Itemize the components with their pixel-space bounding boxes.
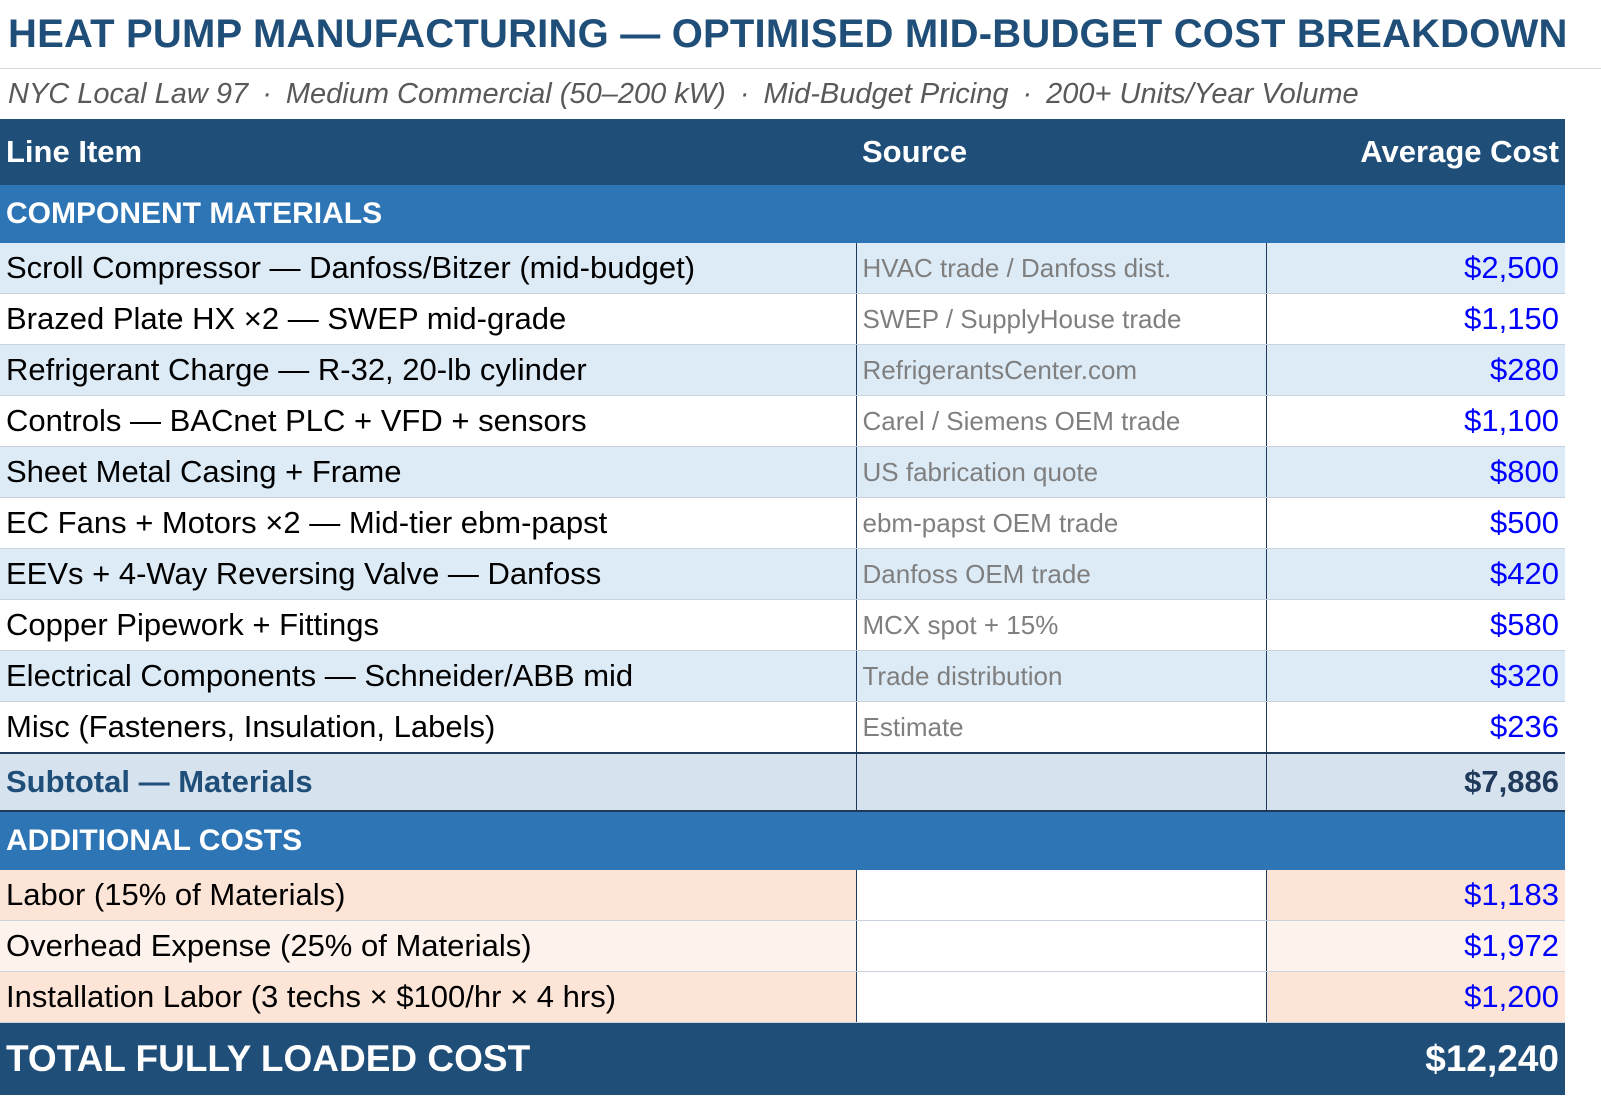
table-row[interactable]: Scroll Compressor — Danfoss/Bitzer (mid-… [0,243,1565,294]
source-cell[interactable] [855,971,1267,1023]
section-label: COMPONENT MATERIALS [0,185,1565,243]
source-cell[interactable]: HVAC trade / Danfoss dist. [855,243,1267,294]
table-row[interactable]: Installation Labor (3 techs × $100/hr × … [0,971,1565,1023]
table-row[interactable]: EC Fans + Motors ×2 — Mid-tier ebm-papst… [0,497,1565,549]
source-cell[interactable]: Trade distribution [855,650,1267,702]
cost-cell[interactable]: $1,150 [1266,293,1565,345]
line-item-cell[interactable]: Brazed Plate HX ×2 — SWEP mid-grade [0,293,856,345]
subtitle-separator: · [262,78,272,110]
source-cell[interactable]: MCX spot + 15% [855,599,1267,651]
line-item-cell[interactable]: Copper Pipework + Fittings [0,599,856,651]
table-row[interactable]: Electrical Components — Schneider/ABB mi… [0,650,1565,702]
cost-cell[interactable]: $500 [1266,497,1565,549]
line-item-cell[interactable]: Installation Labor (3 techs × $100/hr × … [0,971,856,1023]
table-row[interactable]: Controls — BACnet PLC + VFD + sensors Ca… [0,395,1565,447]
cost-table: Line Item Source Average Cost COMPONENT … [0,119,1565,1095]
line-item-cell[interactable]: EEVs + 4-Way Reversing Valve — Danfoss [0,548,856,600]
header-line-item: Line Item [0,119,856,185]
table-row[interactable]: Sheet Metal Casing + Frame US fabricatio… [0,446,1565,498]
cost-cell[interactable]: $1,200 [1266,971,1565,1023]
section-label: ADDITIONAL COSTS [0,811,1565,870]
header-average-cost: Average Cost [1266,119,1565,185]
line-item-cell[interactable]: Electrical Components — Schneider/ABB mi… [0,650,856,702]
source-cell[interactable]: Estimate [855,701,1267,754]
line-item-cell[interactable]: Sheet Metal Casing + Frame [0,446,856,498]
subtotal-label[interactable]: Subtotal — Materials [0,752,856,812]
subtotal-value[interactable]: $7,886 [1266,752,1565,812]
source-cell[interactable]: ebm-papst OEM trade [855,497,1267,549]
table-row[interactable]: Brazed Plate HX ×2 — SWEP mid-grade SWEP… [0,293,1565,345]
line-item-cell[interactable]: Labor (15% of Materials) [0,870,856,921]
cost-cell[interactable]: $420 [1266,548,1565,600]
subtitle-part: NYC Local Law 97 [8,78,249,110]
cost-cell[interactable]: $236 [1266,701,1565,754]
section-row-additional: ADDITIONAL COSTS [0,811,1565,870]
table-row[interactable]: Misc (Fasteners, Insulation, Labels) Est… [0,701,1565,754]
subtitle-separator: · [739,78,750,110]
cost-cell[interactable]: $800 [1266,446,1565,498]
subtitle-part: Mid-Budget Pricing [763,78,1009,110]
line-item-cell[interactable]: Controls — BACnet PLC + VFD + sensors [0,395,856,447]
source-cell[interactable]: Danfoss OEM trade [855,548,1267,600]
source-cell[interactable]: Carel / Siemens OEM trade [855,395,1267,447]
source-cell[interactable] [855,870,1267,921]
total-value[interactable]: $12,240 [1266,1022,1565,1095]
cost-cell[interactable]: $1,972 [1266,920,1565,972]
source-cell[interactable]: RefrigerantsCenter.com [855,344,1267,396]
cost-cell[interactable]: $280 [1266,344,1565,396]
cost-cell[interactable]: $580 [1266,599,1565,651]
section-row-materials: COMPONENT MATERIALS [0,185,1565,243]
line-item-cell[interactable]: Scroll Compressor — Danfoss/Bitzer (mid-… [0,243,856,294]
sheet-subtitle: NYC Local Law 97 · Medium Commercial (50–2… [0,69,1601,119]
line-item-cell[interactable]: EC Fans + Motors ×2 — Mid-tier ebm-papst [0,497,856,549]
line-item-cell[interactable]: Misc (Fasteners, Insulation, Labels) [0,701,856,754]
table-header-row: Line Item Source Average Cost [0,119,1565,185]
cost-cell[interactable]: $2,500 [1266,243,1565,294]
sheet-title: HEAT PUMP MANUFACTURING — OPTIMISED MID-… [0,0,1601,69]
line-item-cell[interactable]: Refrigerant Charge — R-32, 20-lb cylinde… [0,344,856,396]
subtotal-row[interactable]: Subtotal — Materials $7,886 [0,752,1565,812]
source-cell[interactable] [855,920,1267,972]
subtotal-source-cell[interactable] [855,752,1267,812]
source-cell[interactable]: SWEP / SupplyHouse trade [855,293,1267,345]
source-cell[interactable]: US fabrication quote [855,446,1267,498]
subtitle-separator: · [1022,78,1033,110]
total-row[interactable]: TOTAL FULLY LOADED COST $12,240 [0,1022,1565,1095]
total-label[interactable]: TOTAL FULLY LOADED COST [0,1022,1266,1095]
table-row[interactable]: Copper Pipework + Fittings MCX spot + 15… [0,599,1565,651]
cost-cell[interactable]: $1,183 [1266,870,1565,921]
subtitle-part: 200+ Units/Year Volume [1046,78,1359,110]
subtitle-part: Medium Commercial (50–200 kW) [285,78,726,110]
line-item-cell[interactable]: Overhead Expense (25% of Materials) [0,920,856,972]
table-row[interactable]: Overhead Expense (25% of Materials) $1,9… [0,920,1565,972]
table-row[interactable]: Refrigerant Charge — R-32, 20-lb cylinde… [0,344,1565,396]
header-source: Source [856,119,1266,185]
cost-cell[interactable]: $320 [1266,650,1565,702]
table-row[interactable]: EEVs + 4-Way Reversing Valve — Danfoss D… [0,548,1565,600]
cost-cell[interactable]: $1,100 [1266,395,1565,447]
table-row[interactable]: Labor (15% of Materials) $1,183 [0,870,1565,921]
